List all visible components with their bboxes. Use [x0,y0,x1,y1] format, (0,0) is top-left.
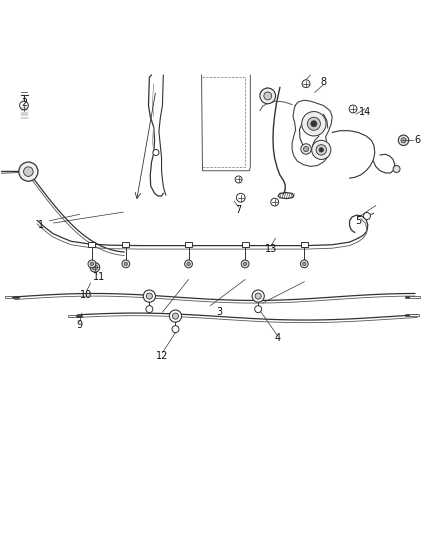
FancyBboxPatch shape [88,241,95,247]
Circle shape [393,166,400,173]
Circle shape [146,305,153,313]
FancyBboxPatch shape [122,241,129,247]
Circle shape [302,80,310,87]
Circle shape [92,265,98,270]
Circle shape [271,198,279,206]
Circle shape [153,149,159,156]
Text: 9: 9 [77,320,83,330]
Circle shape [254,305,261,313]
Circle shape [252,290,264,302]
Text: 10: 10 [80,290,92,300]
Text: 11: 11 [93,272,106,282]
Circle shape [303,262,306,265]
Text: 1: 1 [38,220,44,230]
Text: 8: 8 [320,77,326,86]
Circle shape [401,138,406,143]
Circle shape [88,260,96,268]
Text: 3: 3 [216,307,222,317]
Text: 2: 2 [21,98,27,108]
Circle shape [172,326,179,333]
Text: 12: 12 [156,351,169,361]
Circle shape [143,290,155,302]
Circle shape [122,260,130,268]
Circle shape [301,144,311,154]
Circle shape [146,293,152,299]
Circle shape [349,105,357,113]
Circle shape [187,262,190,265]
Circle shape [124,262,127,265]
Circle shape [185,260,192,268]
Circle shape [170,310,182,322]
Circle shape [90,262,94,265]
FancyBboxPatch shape [301,241,308,247]
Text: 6: 6 [414,135,420,146]
Text: 13: 13 [265,244,277,254]
Circle shape [90,263,100,272]
Circle shape [20,101,28,110]
Circle shape [260,88,276,104]
Circle shape [241,260,249,268]
Circle shape [364,213,371,220]
FancyBboxPatch shape [242,241,249,247]
FancyBboxPatch shape [185,241,192,247]
Circle shape [312,140,331,159]
Circle shape [264,92,272,100]
Circle shape [307,117,321,130]
Text: 14: 14 [359,107,371,117]
Circle shape [302,111,326,136]
Text: 5: 5 [355,216,361,226]
Circle shape [237,193,245,202]
Circle shape [244,262,247,265]
Text: 7: 7 [236,205,242,215]
Circle shape [24,167,33,176]
Circle shape [311,120,317,127]
Circle shape [304,147,309,151]
Circle shape [300,260,308,268]
Circle shape [235,176,242,183]
Circle shape [398,135,409,146]
Circle shape [255,293,261,299]
Circle shape [173,313,179,319]
Circle shape [19,162,38,181]
Text: 4: 4 [275,333,281,343]
Circle shape [316,144,326,155]
Circle shape [319,148,323,152]
